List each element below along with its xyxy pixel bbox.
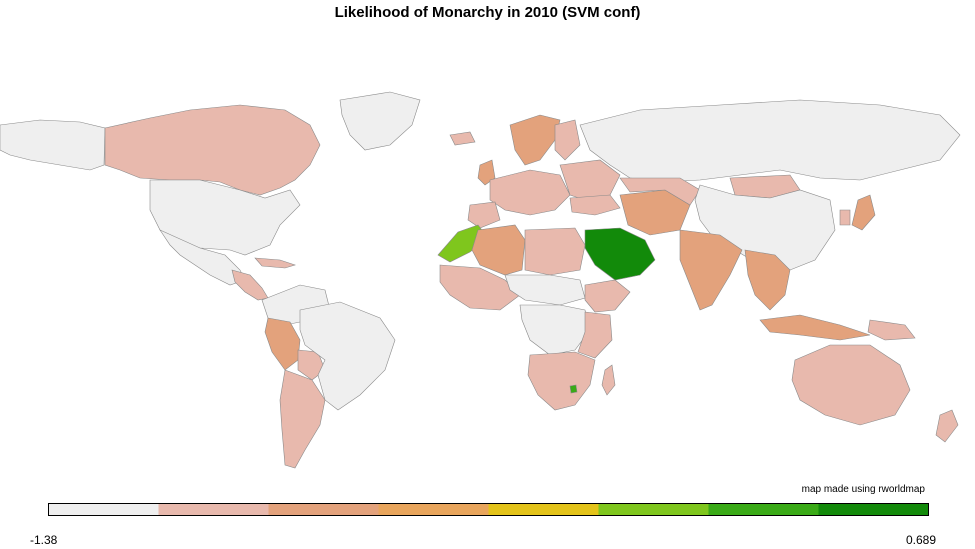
region-central-africa (519, 304, 591, 356)
region-brazil (299, 301, 396, 411)
region-mexico (159, 229, 246, 286)
region-central-america (231, 269, 269, 301)
region-iceland (449, 131, 476, 146)
region-korea (839, 209, 851, 226)
region-finland (554, 119, 581, 161)
region-caribbean (254, 257, 296, 269)
legend-cell (708, 503, 819, 516)
region-alaska (0, 119, 106, 171)
region-turkey (569, 194, 621, 216)
region-southeast-asia (744, 249, 791, 311)
map-credit: map made using rworldmap (801, 484, 925, 495)
legend-cell (48, 503, 159, 516)
region-swaziland (569, 384, 578, 394)
region-western-europe (489, 169, 571, 216)
region-argentina-chile (279, 369, 326, 469)
region-saudi-arabia (584, 227, 656, 281)
legend-cell (158, 503, 269, 516)
legend-max-label: 0.689 (906, 533, 937, 547)
region-japan (851, 194, 876, 231)
region-libya-egypt (524, 227, 586, 276)
region-greenland (339, 91, 421, 151)
region-east-africa (577, 311, 613, 359)
legend-cell (488, 503, 599, 516)
region-iberia (467, 201, 501, 229)
legend-cell (268, 503, 379, 516)
region-russia (579, 99, 961, 183)
legend-min-label: -1.38 (30, 533, 58, 547)
region-peru (264, 317, 301, 371)
legend-cell (598, 503, 709, 516)
region-sahel (504, 274, 586, 306)
region-scandinavia (509, 114, 561, 166)
world-map (0, 91, 961, 469)
legend-cell (378, 503, 489, 516)
region-central-asia (619, 177, 701, 206)
color-legend (48, 503, 929, 516)
region-china (694, 184, 836, 271)
region-new-guinea (867, 319, 916, 341)
region-southern-africa (527, 351, 596, 411)
map-title: Likelihood of Monarchy in 2010 (SVM conf… (334, 4, 641, 21)
region-algeria (471, 224, 526, 276)
region-indonesia (759, 314, 871, 341)
legend-cell (818, 503, 929, 516)
region-canada (104, 104, 321, 196)
region-australia (791, 344, 911, 426)
region-horn (584, 279, 631, 313)
region-india (679, 229, 743, 311)
region-new-zealand (935, 409, 959, 443)
region-west-africa (439, 264, 521, 311)
region-madagascar (601, 364, 616, 396)
